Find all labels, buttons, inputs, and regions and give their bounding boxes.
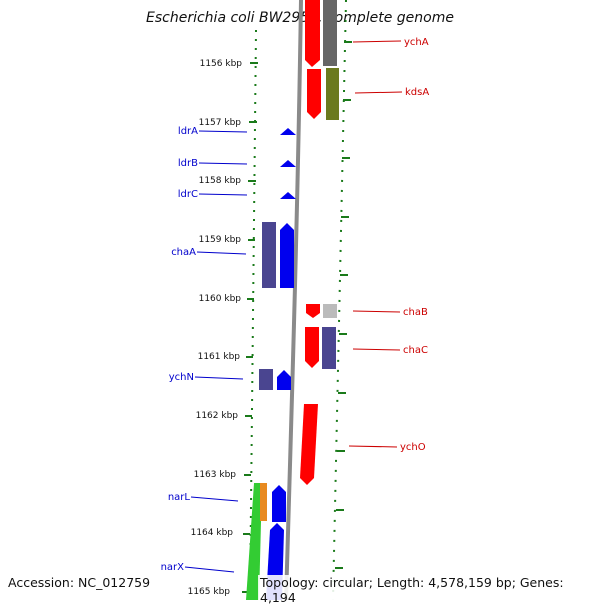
ychO-gene[interactable] bbox=[300, 404, 318, 485]
gene-label-kdsA[interactable]: kdsA bbox=[405, 87, 429, 98]
kdsA-cog-bar bbox=[326, 68, 339, 120]
ldrC-gene[interactable] bbox=[280, 192, 296, 199]
chaA-cog-bar bbox=[262, 222, 276, 288]
forward-gene-labels: ldrA ldrB ldrC chaA ychN narL narX bbox=[161, 126, 199, 573]
ruler-labels: 1156 kbp 1157 kbp 1158 kbp 1159 kbp 1160… bbox=[188, 59, 243, 597]
ychA-cog-bar bbox=[323, 0, 337, 66]
ruler-label: 1156 kbp bbox=[200, 59, 243, 69]
gene-label-chaB[interactable]: chaB bbox=[403, 307, 428, 318]
ychA-gene[interactable] bbox=[305, 0, 320, 67]
chaA-gene[interactable] bbox=[280, 223, 294, 288]
ychN-gene[interactable] bbox=[277, 370, 291, 390]
gene-label-ychA[interactable]: ychA bbox=[404, 37, 429, 48]
reverse-genes bbox=[300, 0, 321, 485]
chaC-gene[interactable] bbox=[305, 327, 319, 368]
ruler-label: 1165 kbp bbox=[188, 587, 231, 597]
ruler-label: 1160 kbp bbox=[199, 294, 242, 304]
ldrA-gene[interactable] bbox=[280, 128, 296, 135]
ruler-label: 1161 kbp bbox=[198, 352, 241, 362]
gene-label-ldrB[interactable]: ldrB bbox=[178, 158, 198, 169]
ruler-label: 1163 kbp bbox=[194, 470, 237, 480]
genome-backbone bbox=[284, 0, 303, 600]
gene-label-ychN[interactable]: ychN bbox=[169, 372, 194, 383]
narL-cog-stripe bbox=[260, 483, 267, 521]
ruler-label: 1159 kbp bbox=[199, 235, 242, 245]
gene-label-narX[interactable]: narX bbox=[161, 562, 185, 573]
gene-label-chaC[interactable]: chaC bbox=[403, 345, 428, 356]
reverse-leader-lines bbox=[348, 40, 403, 448]
narL-gene[interactable] bbox=[272, 485, 286, 522]
topology-text: Topology: circular; Length: 4,578,159 bp… bbox=[258, 575, 600, 605]
chaC-cog-bar bbox=[322, 327, 336, 369]
ychN-cog-bar bbox=[259, 369, 273, 390]
gene-label-ldrC[interactable]: ldrC bbox=[178, 189, 198, 200]
ruler-label: 1164 kbp bbox=[191, 528, 234, 538]
reverse-gene-labels: ychA kdsA chaB chaC ychO bbox=[400, 37, 429, 453]
forward-cog-bars bbox=[246, 222, 276, 600]
reverse-cog-bars bbox=[322, 0, 339, 369]
kdsA-gene[interactable] bbox=[307, 69, 321, 119]
ruler-label: 1158 kbp bbox=[199, 176, 242, 186]
chaB-cog-bar bbox=[323, 304, 337, 318]
gene-label-chaA[interactable]: chaA bbox=[171, 247, 196, 258]
gene-label-ldrA[interactable]: ldrA bbox=[178, 126, 198, 137]
ruler-label: 1157 kbp bbox=[199, 118, 242, 128]
forward-leader-lines bbox=[184, 130, 248, 573]
ldrB-gene[interactable] bbox=[280, 160, 296, 167]
chaB-gene[interactable] bbox=[306, 304, 320, 318]
narL-cog-bar bbox=[246, 483, 262, 600]
gene-label-narL[interactable]: narL bbox=[168, 492, 191, 503]
accession-text: Accession: NC_012759 bbox=[8, 575, 151, 590]
gene-label-ychO[interactable]: ychO bbox=[400, 442, 426, 453]
ruler-label: 1162 kbp bbox=[196, 411, 239, 421]
